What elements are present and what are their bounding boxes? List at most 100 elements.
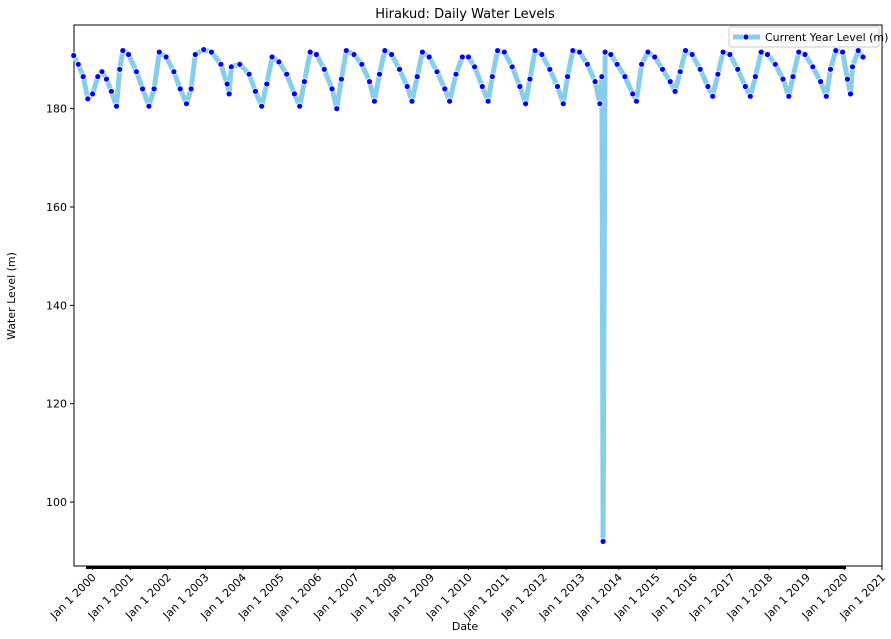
data-point [275,58,283,66]
data-point [809,63,817,71]
data-point [785,92,793,100]
data-point [651,53,659,61]
data-point [200,46,208,53]
data-point [155,48,163,56]
data-point [584,60,591,68]
y-tick-label: 160 [46,201,67,214]
data-point [633,97,640,105]
data-point [312,51,320,58]
data-point [337,75,345,83]
data-point [719,48,727,56]
data-point [516,83,524,90]
data-point [847,90,854,98]
data-point [208,48,215,56]
data-point [113,102,120,110]
data-point [621,73,629,80]
data-point [388,51,396,58]
data-point [822,92,830,100]
data-point [726,51,734,58]
data-point [494,47,502,54]
data-point [366,78,373,85]
data-point [709,92,717,100]
data-point [108,88,115,95]
data-point [752,73,759,80]
data-point [125,51,132,58]
data-point [79,73,87,80]
data-point [488,73,496,80]
data-point [599,538,607,545]
data-point [522,100,529,108]
data-point [139,85,147,93]
data-point [408,97,416,105]
data-point [839,48,846,56]
data-point [245,70,253,78]
y-tick-label: 120 [46,398,67,411]
data-point [458,53,466,61]
data-point [217,60,225,68]
data-point [236,60,244,68]
data-point [859,53,867,61]
data-point [596,100,604,108]
data-point [328,85,336,93]
chart-title: Hirakud: Daily Water Levels [375,7,555,22]
data-point [471,63,479,71]
data-point [484,97,492,105]
data-point [795,48,803,56]
data-point [638,60,645,68]
data-point [413,73,421,80]
data-point [817,78,824,85]
data-point [789,73,797,80]
data-point [187,85,195,93]
data-point [150,85,158,93]
data-point [98,68,106,76]
data-point [176,85,184,93]
data-point [103,75,110,83]
legend-box [728,26,880,48]
data-point [576,48,583,56]
data-point [500,48,508,56]
data-point [676,68,684,76]
data-point [531,47,539,54]
data-point [696,65,704,73]
data-point [554,83,561,90]
data-point [849,63,856,71]
data-point [629,90,637,98]
y-tick-label: 100 [46,496,67,509]
data-point [263,80,271,88]
data-point [746,92,754,100]
data-point [418,48,426,56]
data-point [433,68,441,76]
data-point [559,100,567,108]
data-point [854,47,862,54]
data-point [119,47,127,54]
data-point [396,65,403,73]
data-point [183,100,190,108]
data-point [283,70,291,78]
data-point [779,75,787,83]
y-tick-label: 140 [46,299,67,312]
data-point [714,70,722,78]
data-point [320,65,328,73]
data-point [89,90,96,98]
data-point [403,83,411,90]
data-point [465,53,472,61]
data-point [757,48,765,56]
legend-marker-swatch [742,33,750,41]
x-axis-title: Date [452,620,479,633]
data-point [569,47,577,54]
data-point [227,63,235,71]
data-point [564,73,571,80]
legend: Current Year Level (m) [728,26,888,48]
data-point [844,75,851,83]
legend-label: Current Year Level (m) [765,31,888,44]
series-layer [70,46,867,545]
data-point [333,105,341,112]
data-point [446,97,454,105]
y-axis-title: Water Level (m) [5,252,18,340]
data-point [666,78,674,85]
data-point [734,65,742,73]
data-point [441,85,449,93]
data-point [258,102,266,110]
y-axis-ticks: 100 120 140 160 180 [46,103,74,509]
